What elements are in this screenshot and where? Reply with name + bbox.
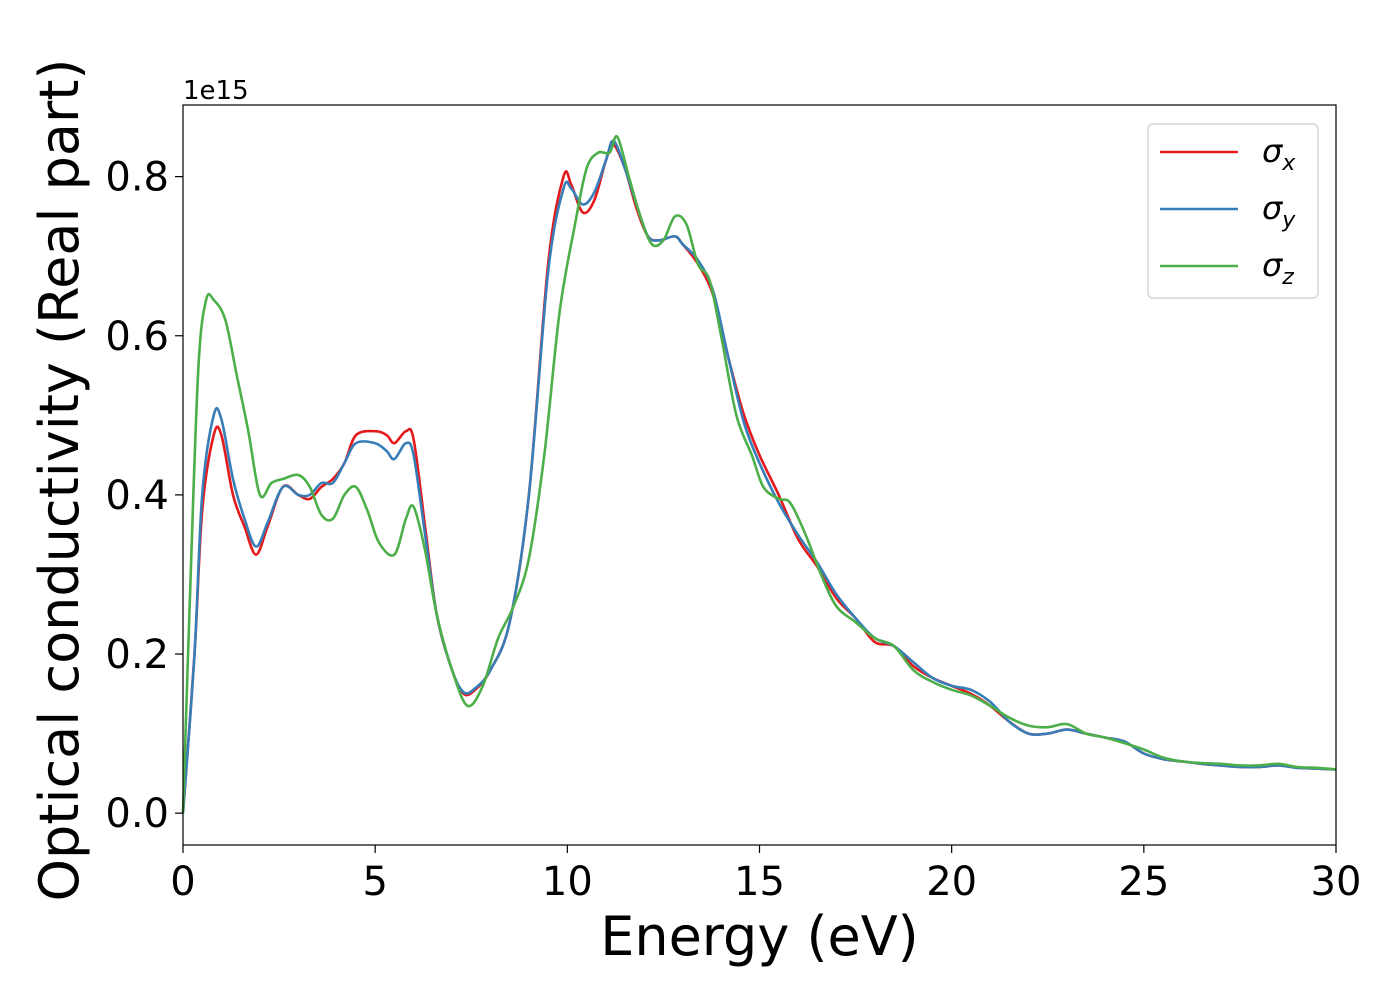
legend-box: [1147, 123, 1319, 299]
x-tick-label: 10: [542, 859, 593, 905]
y-axis-title: Optical conductivity (Real part): [28, 59, 91, 902]
x-axis: 0 5 10 15 20 25 30: [170, 845, 1361, 905]
legend-label-z: σz: [1262, 246, 1294, 290]
x-tick-label: 0: [170, 859, 195, 905]
y-axis: 0.0 0.2 0.4 0.6 0.8: [105, 155, 183, 837]
legend: σx σy σz: [1147, 123, 1319, 299]
y-tick-label: 0.4: [105, 473, 169, 519]
x-tick-label: 15: [734, 859, 785, 905]
series-line-z: [181, 134, 1337, 814]
y-tick-label: 0.8: [105, 155, 169, 201]
x-axis-title: Energy (eV): [600, 905, 919, 968]
x-tick-label: 25: [1118, 859, 1169, 905]
y-tick-label: 0.2: [105, 632, 169, 678]
x-tick-label: 30: [1311, 859, 1362, 905]
legend-label-x: σx: [1262, 132, 1296, 176]
y-tick-label: 0.0: [105, 791, 169, 837]
y-tick-label: 0.6: [105, 314, 169, 360]
legend-label-y: σy: [1262, 189, 1296, 233]
y-offset-label: 1e15: [183, 76, 249, 106]
x-tick-label: 20: [926, 859, 977, 905]
plot-lines: [181, 134, 1337, 814]
x-tick-label: 5: [362, 859, 387, 905]
